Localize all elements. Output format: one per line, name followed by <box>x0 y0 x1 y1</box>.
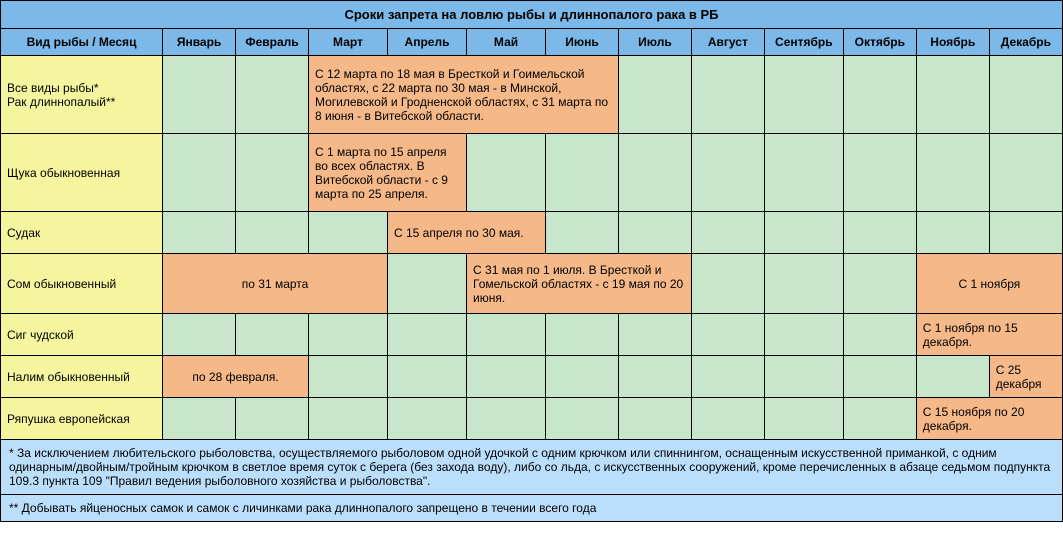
cell <box>691 398 764 440</box>
ban-period: С 1 ноября <box>916 254 1062 314</box>
ban-period: С 25 декабря <box>989 356 1062 398</box>
table-title: Сроки запрета на ловлю рыбы и длиннопало… <box>1 1 1063 29</box>
cell <box>163 314 236 356</box>
cell <box>843 56 916 134</box>
cell <box>764 56 843 134</box>
col-month: Апрель <box>388 29 467 56</box>
cell <box>691 56 764 134</box>
cell <box>618 314 691 356</box>
cell <box>308 398 387 440</box>
cell <box>764 212 843 254</box>
cell <box>546 314 619 356</box>
cell <box>989 212 1062 254</box>
cell <box>163 56 236 134</box>
footnote-2: ** Добывать яйценосных самок и самок с л… <box>1 495 1063 522</box>
cell <box>236 314 309 356</box>
cell <box>308 314 387 356</box>
species-label: Все виды рыбы* Рак длиннопалый** <box>1 56 163 134</box>
cell <box>467 134 546 212</box>
cell <box>989 56 1062 134</box>
cell <box>691 356 764 398</box>
cell <box>236 398 309 440</box>
col-month: Ноябрь <box>916 29 989 56</box>
cell <box>691 314 764 356</box>
cell <box>163 134 236 212</box>
cell <box>618 134 691 212</box>
cell <box>989 134 1062 212</box>
ban-period: С 1 ноября по 15 декабря. <box>916 314 1062 356</box>
col-species-header: Вид рыбы / Месяц <box>1 29 163 56</box>
cell <box>546 356 619 398</box>
cell <box>308 356 387 398</box>
cell <box>546 134 619 212</box>
col-month: Декабрь <box>989 29 1062 56</box>
cell <box>843 212 916 254</box>
col-month: Январь <box>163 29 236 56</box>
cell <box>388 356 467 398</box>
cell <box>467 314 546 356</box>
ban-schedule-table: Сроки запрета на ловлю рыбы и длиннопало… <box>0 0 1063 522</box>
cell <box>916 356 989 398</box>
cell <box>467 398 546 440</box>
col-month: Октябрь <box>843 29 916 56</box>
species-label: Ряпушка европейская <box>1 398 163 440</box>
cell <box>618 56 691 134</box>
species-label: Щука обыкновенная <box>1 134 163 212</box>
cell <box>764 254 843 314</box>
cell <box>546 212 619 254</box>
cell <box>163 212 236 254</box>
col-month: Февраль <box>236 29 309 56</box>
species-label: Сиг чудской <box>1 314 163 356</box>
cell <box>618 398 691 440</box>
cell <box>163 398 236 440</box>
ban-period: по 31 марта <box>163 254 388 314</box>
cell <box>764 398 843 440</box>
cell <box>916 56 989 134</box>
col-month: Сентябрь <box>764 29 843 56</box>
cell <box>236 134 309 212</box>
cell <box>764 314 843 356</box>
cell <box>916 212 989 254</box>
col-month: Июль <box>618 29 691 56</box>
species-label: Сом обыкновенный <box>1 254 163 314</box>
ban-period: С 12 марта по 18 мая в Бресткой и Гоимел… <box>308 56 618 134</box>
cell <box>843 314 916 356</box>
col-month: Август <box>691 29 764 56</box>
col-month: Май <box>467 29 546 56</box>
ban-period: С 1 марта по 15 апреля во всех областях.… <box>308 134 466 212</box>
cell <box>764 356 843 398</box>
cell <box>308 212 387 254</box>
cell <box>843 398 916 440</box>
col-month: Март <box>308 29 387 56</box>
cell <box>764 134 843 212</box>
cell <box>236 56 309 134</box>
species-label: Судак <box>1 212 163 254</box>
ban-period: С 15 апреля по 30 мая. <box>388 212 546 254</box>
footnote-1: * За исключением любительского рыболовст… <box>1 440 1063 495</box>
cell <box>388 314 467 356</box>
cell <box>388 254 467 314</box>
cell <box>843 254 916 314</box>
cell <box>388 398 467 440</box>
cell <box>691 254 764 314</box>
cell <box>618 212 691 254</box>
cell <box>236 212 309 254</box>
cell <box>916 134 989 212</box>
cell <box>691 134 764 212</box>
species-label: Налим обыкновенный <box>1 356 163 398</box>
cell <box>843 134 916 212</box>
col-month: Июнь <box>546 29 619 56</box>
ban-period: С 31 мая по 1 июля. В Бресткой и Гомельс… <box>467 254 692 314</box>
cell <box>843 356 916 398</box>
ban-period: С 15 ноября по 20 декабря. <box>916 398 1062 440</box>
cell <box>691 212 764 254</box>
cell <box>546 398 619 440</box>
ban-period: по 28 февраля. <box>163 356 309 398</box>
cell <box>618 356 691 398</box>
cell <box>467 356 546 398</box>
